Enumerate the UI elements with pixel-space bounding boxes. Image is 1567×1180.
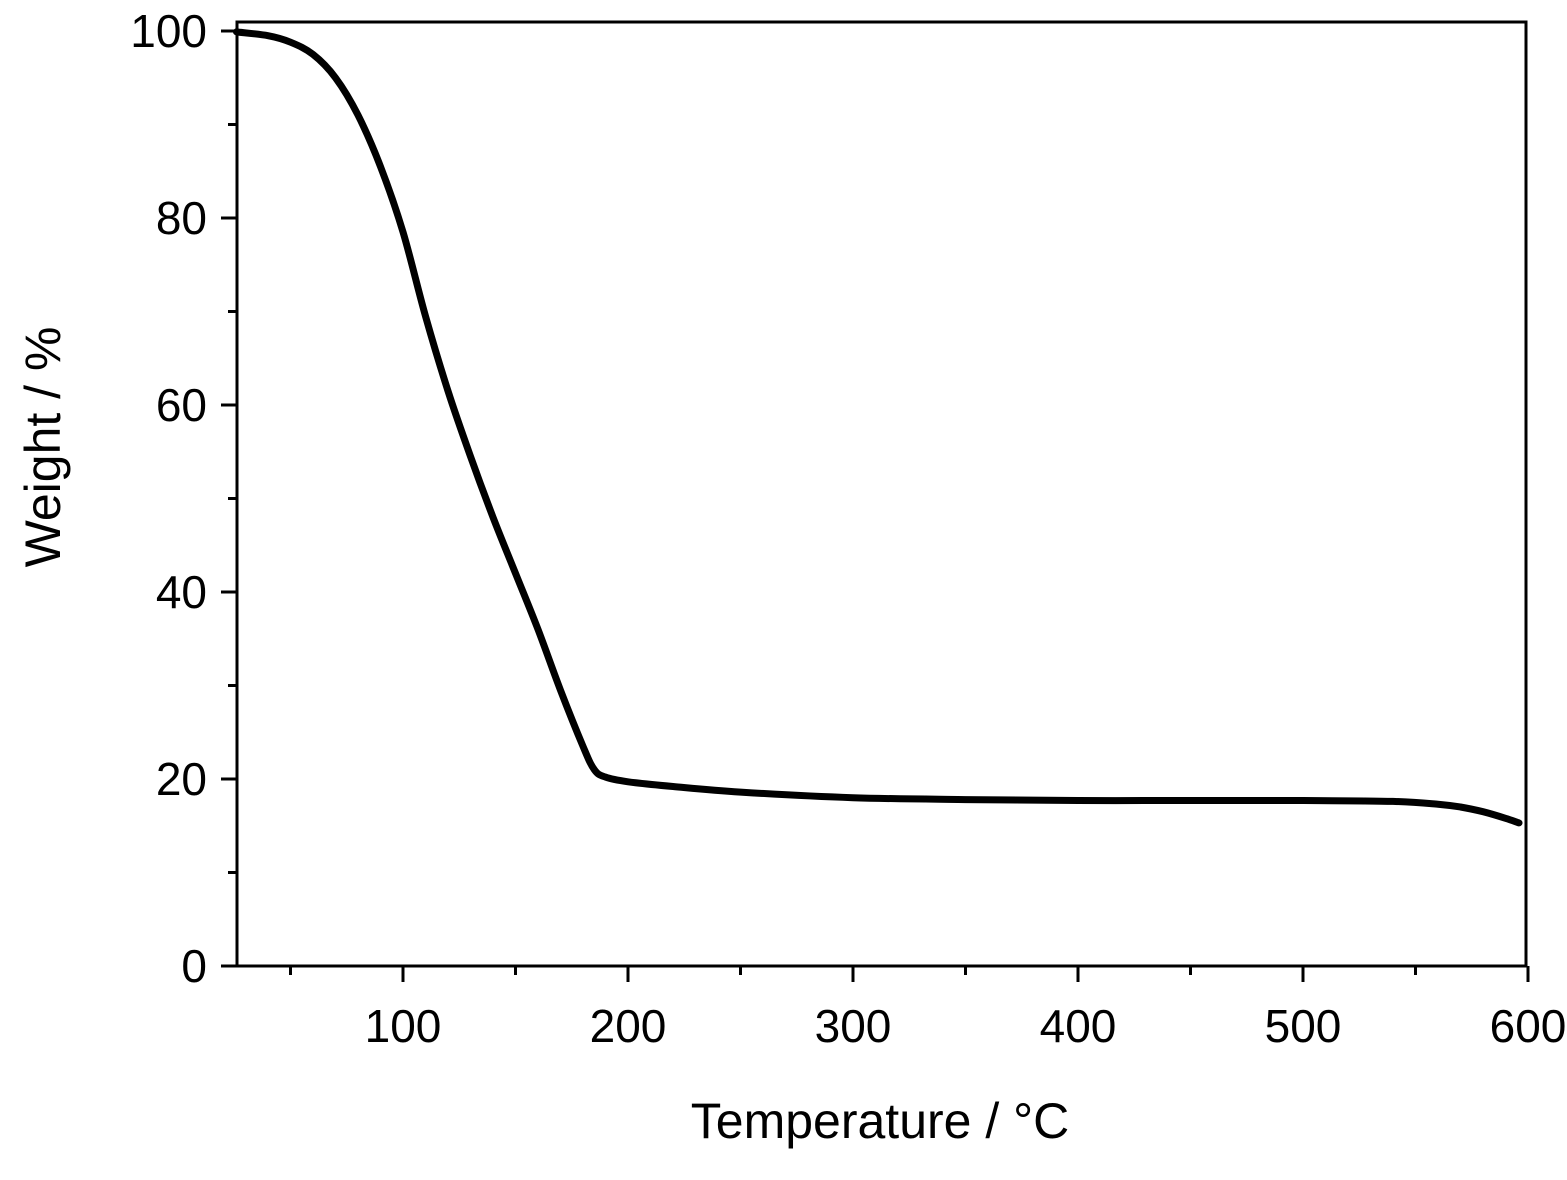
x-tick-labels: 100 200 300 400 500 600 bbox=[365, 1000, 1567, 1052]
x-tick-label: 400 bbox=[1040, 1000, 1117, 1052]
weight-curve bbox=[233, 28, 1523, 827]
plot-border bbox=[235, 20, 1528, 968]
x-axis-title: Temperature / °C bbox=[691, 1093, 1069, 1149]
x-tick-label: 600 bbox=[1490, 1000, 1567, 1052]
y-tick-label: 100 bbox=[130, 5, 207, 57]
y-tick-label: 80 bbox=[156, 192, 207, 244]
y-tick-label: 40 bbox=[156, 566, 207, 618]
y-axis-title: Weight / % bbox=[15, 327, 71, 568]
y-tick-label: 20 bbox=[156, 753, 207, 805]
y-tick-label: 0 bbox=[181, 940, 207, 992]
axis-ticks bbox=[221, 29, 1530, 982]
plot-frame bbox=[235, 20, 1528, 968]
y-tick-label: 60 bbox=[156, 379, 207, 431]
x-tick-label: 300 bbox=[815, 1000, 892, 1052]
x-tick-label: 500 bbox=[1265, 1000, 1342, 1052]
x-tick-label: 200 bbox=[590, 1000, 667, 1052]
x-tick-label: 100 bbox=[365, 1000, 442, 1052]
y-tick-labels: 0 20 40 60 80 100 bbox=[130, 5, 207, 992]
